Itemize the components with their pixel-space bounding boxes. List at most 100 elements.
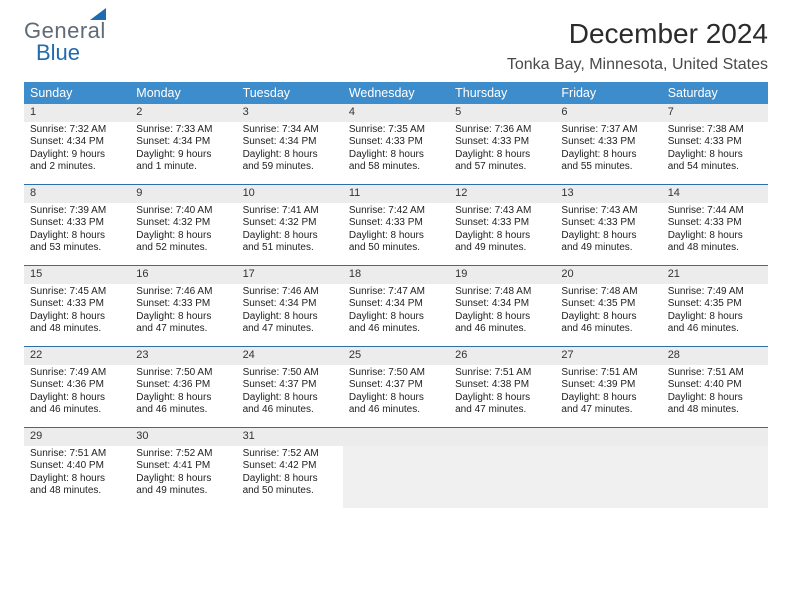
logo-text-l: l (100, 18, 105, 44)
sunrise-text: Sunrise: 7:46 AM (243, 286, 337, 299)
cell-body: Sunrise: 7:51 AMSunset: 4:38 PMDaylight:… (449, 365, 555, 422)
day-number: 13 (555, 185, 661, 203)
sunrise-text: Sunrise: 7:43 AM (455, 205, 549, 218)
day-number: 8 (24, 185, 130, 203)
calendar-cell: 10Sunrise: 7:41 AMSunset: 4:32 PMDayligh… (237, 185, 343, 265)
sunrise-text: Sunrise: 7:51 AM (30, 448, 124, 461)
sunrise-text: Sunrise: 7:41 AM (243, 205, 337, 218)
calendar-cell: 22Sunrise: 7:49 AMSunset: 4:36 PMDayligh… (24, 347, 130, 427)
calendar-cell: 7Sunrise: 7:38 AMSunset: 4:33 PMDaylight… (662, 104, 768, 184)
cell-body: Sunrise: 7:44 AMSunset: 4:33 PMDaylight:… (662, 203, 768, 260)
daylight-text: Daylight: 8 hours and 47 minutes. (136, 311, 230, 336)
cell-body: Sunrise: 7:46 AMSunset: 4:34 PMDaylight:… (237, 284, 343, 341)
logo-a: a (88, 18, 101, 44)
day-number: 30 (130, 428, 236, 446)
sunrise-text: Sunrise: 7:50 AM (349, 367, 443, 380)
sunrise-text: Sunrise: 7:37 AM (561, 124, 655, 137)
sunrise-text: Sunrise: 7:47 AM (349, 286, 443, 299)
cell-body: Sunrise: 7:43 AMSunset: 4:33 PMDaylight:… (449, 203, 555, 260)
sunrise-text: Sunrise: 7:46 AM (136, 286, 230, 299)
calendar-cell: 21Sunrise: 7:49 AMSunset: 4:35 PMDayligh… (662, 266, 768, 346)
cell-body: Sunrise: 7:52 AMSunset: 4:41 PMDaylight:… (130, 446, 236, 503)
sunset-text: Sunset: 4:33 PM (561, 136, 655, 149)
day-number-empty (449, 428, 555, 446)
sunset-text: Sunset: 4:37 PM (243, 379, 337, 392)
calendar-cell: 24Sunrise: 7:50 AMSunset: 4:37 PMDayligh… (237, 347, 343, 427)
daylight-text: Daylight: 8 hours and 51 minutes. (243, 230, 337, 255)
sunrise-text: Sunrise: 7:52 AM (136, 448, 230, 461)
calendar-cell: 13Sunrise: 7:43 AMSunset: 4:33 PMDayligh… (555, 185, 661, 265)
sunset-text: Sunset: 4:33 PM (136, 298, 230, 311)
day-header: Tuesday (237, 82, 343, 104)
cell-body: Sunrise: 7:48 AMSunset: 4:35 PMDaylight:… (555, 284, 661, 341)
calendar-cell: 23Sunrise: 7:50 AMSunset: 4:36 PMDayligh… (130, 347, 236, 427)
day-number: 15 (24, 266, 130, 284)
logo-block: Gener a l Blue (24, 18, 106, 66)
sunset-text: Sunset: 4:33 PM (455, 217, 549, 230)
calendar-cell: 6Sunrise: 7:37 AMSunset: 4:33 PMDaylight… (555, 104, 661, 184)
sunset-text: Sunset: 4:37 PM (349, 379, 443, 392)
daylight-text: Daylight: 8 hours and 47 minutes. (243, 311, 337, 336)
sunset-text: Sunset: 4:34 PM (349, 298, 443, 311)
cell-body: Sunrise: 7:43 AMSunset: 4:33 PMDaylight:… (555, 203, 661, 260)
sunset-text: Sunset: 4:34 PM (136, 136, 230, 149)
day-number: 10 (237, 185, 343, 203)
day-header: Saturday (662, 82, 768, 104)
daylight-text: Daylight: 8 hours and 46 minutes. (455, 311, 549, 336)
sunset-text: Sunset: 4:33 PM (668, 136, 762, 149)
cell-body: Sunrise: 7:39 AMSunset: 4:33 PMDaylight:… (24, 203, 130, 260)
sunrise-text: Sunrise: 7:51 AM (561, 367, 655, 380)
cell-body: Sunrise: 7:46 AMSunset: 4:33 PMDaylight:… (130, 284, 236, 341)
cell-body: Sunrise: 7:36 AMSunset: 4:33 PMDaylight:… (449, 122, 555, 179)
daylight-text: Daylight: 8 hours and 50 minutes. (349, 230, 443, 255)
calendar-cell: 30Sunrise: 7:52 AMSunset: 4:41 PMDayligh… (130, 428, 236, 508)
daylight-text: Daylight: 8 hours and 49 minutes. (561, 230, 655, 255)
calendar-cell: 25Sunrise: 7:50 AMSunset: 4:37 PMDayligh… (343, 347, 449, 427)
calendar-cell: 31Sunrise: 7:52 AMSunset: 4:42 PMDayligh… (237, 428, 343, 508)
daylight-text: Daylight: 8 hours and 46 minutes. (243, 392, 337, 417)
day-number: 9 (130, 185, 236, 203)
daylight-text: Daylight: 9 hours and 1 minute. (136, 149, 230, 174)
calendar-cell: 18Sunrise: 7:47 AMSunset: 4:34 PMDayligh… (343, 266, 449, 346)
cell-body: Sunrise: 7:48 AMSunset: 4:34 PMDaylight:… (449, 284, 555, 341)
sunset-text: Sunset: 4:33 PM (349, 217, 443, 230)
cell-body: Sunrise: 7:38 AMSunset: 4:33 PMDaylight:… (662, 122, 768, 179)
title-block: December 2024 Tonka Bay, Minnesota, Unit… (507, 18, 768, 74)
sunset-text: Sunset: 4:40 PM (30, 460, 124, 473)
cell-body: Sunrise: 7:41 AMSunset: 4:32 PMDaylight:… (237, 203, 343, 260)
calendar-cell: 15Sunrise: 7:45 AMSunset: 4:33 PMDayligh… (24, 266, 130, 346)
day-number: 6 (555, 104, 661, 122)
sunset-text: Sunset: 4:33 PM (668, 217, 762, 230)
day-number: 11 (343, 185, 449, 203)
cell-body: Sunrise: 7:33 AMSunset: 4:34 PMDaylight:… (130, 122, 236, 179)
calendar-cell: 29Sunrise: 7:51 AMSunset: 4:40 PMDayligh… (24, 428, 130, 508)
daylight-text: Daylight: 8 hours and 46 minutes. (668, 311, 762, 336)
calendar-cell: 3Sunrise: 7:34 AMSunset: 4:34 PMDaylight… (237, 104, 343, 184)
cell-body: Sunrise: 7:49 AMSunset: 4:36 PMDaylight:… (24, 365, 130, 422)
daylight-text: Daylight: 8 hours and 48 minutes. (668, 392, 762, 417)
sunset-text: Sunset: 4:33 PM (561, 217, 655, 230)
sunrise-text: Sunrise: 7:45 AM (30, 286, 124, 299)
sunrise-text: Sunrise: 7:32 AM (30, 124, 124, 137)
calendar-cell: 11 Sunrise: 7:42 AMSunset: 4:33 PMDayligh… (343, 185, 449, 265)
cell-body: Sunrise: 7:40 AMSunset: 4:32 PMDaylight:… (130, 203, 236, 260)
daylight-text: Daylight: 8 hours and 58 minutes. (349, 149, 443, 174)
sunrise-text: Sunrise: 7:51 AM (668, 367, 762, 380)
sunset-text: Sunset: 4:42 PM (243, 460, 337, 473)
sunrise-text: Sunrise: 7:49 AM (30, 367, 124, 380)
day-header: Friday (555, 82, 661, 104)
sunset-text: Sunset: 4:33 PM (455, 136, 549, 149)
day-number-empty (662, 428, 768, 446)
calendar-cell-empty (343, 428, 449, 508)
sunset-text: Sunset: 4:32 PM (136, 217, 230, 230)
daylight-text: Daylight: 8 hours and 46 minutes. (349, 311, 443, 336)
sunset-text: Sunset: 4:36 PM (30, 379, 124, 392)
day-number: 5 (449, 104, 555, 122)
day-number: 14 (662, 185, 768, 203)
cell-body: Sunrise: 7:52 AMSunset: 4:42 PMDaylight:… (237, 446, 343, 503)
calendar-cell: 4Sunrise: 7:35 AMSunset: 4:33 PMDaylight… (343, 104, 449, 184)
sunrise-text: Sunrise: 7:42 AM (349, 205, 443, 218)
day-number: 26 (449, 347, 555, 365)
calendar-cell: 27Sunrise: 7:51 AMSunset: 4:39 PMDayligh… (555, 347, 661, 427)
sunrise-text: Sunrise: 7:35 AM (349, 124, 443, 137)
